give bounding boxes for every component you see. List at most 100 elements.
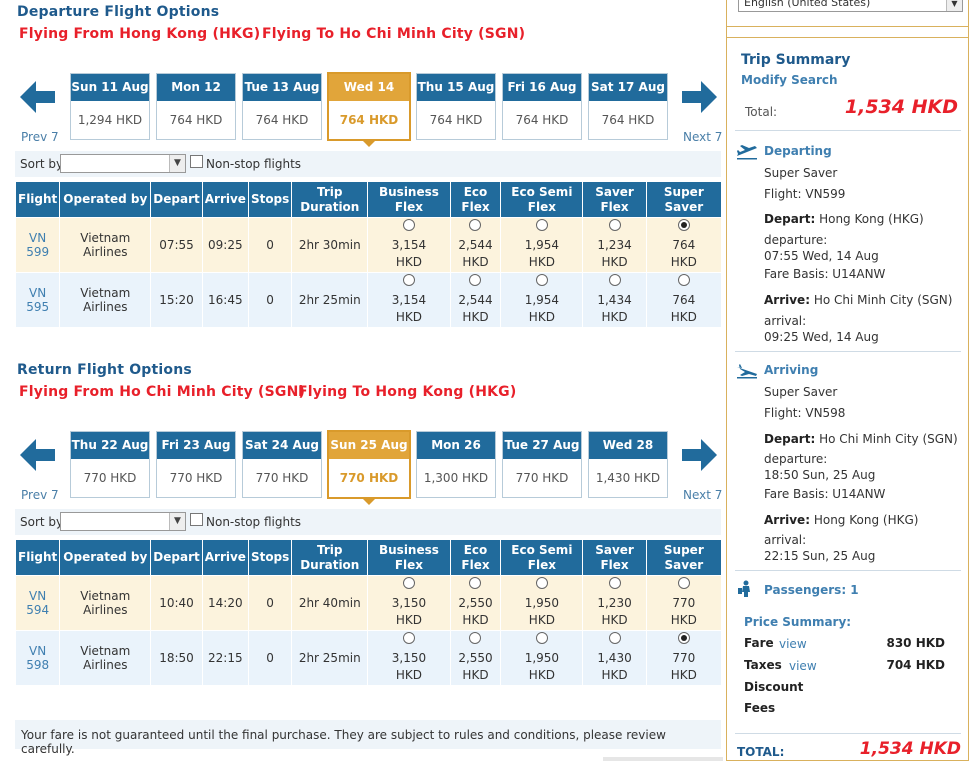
operator: Vietnam Airlines [59, 575, 152, 631]
fare-option[interactable]: 770 HKD [645, 630, 723, 686]
fare-option[interactable]: 1,234 HKD [582, 217, 647, 273]
fare-radio[interactable] [469, 577, 482, 589]
prev-week-arrow-icon[interactable] [17, 79, 57, 115]
fare-radio[interactable] [535, 632, 548, 644]
return-date-5[interactable]: Tue 27 Aug 770 HKD [502, 431, 582, 498]
fare-option[interactable]: 1,434 HKD [582, 272, 647, 328]
departure-nonstop-checkbox[interactable] [190, 155, 203, 168]
fare-option[interactable]: 1,950 HKD [500, 575, 584, 631]
departure-date-5[interactable]: Fri 16 Aug 764 HKD [502, 73, 582, 140]
passenger-icon [738, 580, 750, 597]
departure-title: Departure Flight Options [17, 4, 220, 20]
fare-radio[interactable] [402, 274, 415, 286]
fare-radio-selected[interactable] [677, 632, 690, 644]
departure-date-2[interactable]: Tue 13 Aug 764 HKD [242, 73, 322, 140]
grand-total-label: TOTAL: [737, 745, 785, 759]
fare-option[interactable]: 3,150 HKD [367, 630, 451, 686]
return-sort-select[interactable]: ▼ [60, 512, 186, 531]
fare-radio[interactable] [608, 219, 621, 231]
fare-option[interactable]: 2,550 HKD [449, 575, 502, 631]
departure-date-6[interactable]: Sat 17 Aug 764 HKD [588, 73, 668, 140]
arriving-depart: Depart: Ho Chi Minh City (SGN) [764, 432, 958, 446]
return-date-1[interactable]: Fri 23 Aug 770 HKD [156, 431, 236, 498]
fare-option[interactable]: 2,550 HKD [449, 630, 502, 686]
departing-depart: Depart: Hong Kong (HKG) [764, 212, 924, 226]
fare-radio[interactable] [469, 274, 482, 286]
departing-fare-basis: Fare Basis: U14ANW [764, 267, 886, 281]
sidebar-top-border [968, 0, 969, 37]
fare-option[interactable]: 1,954 HKD [500, 217, 584, 273]
fare-view-link[interactable]: view [779, 637, 807, 651]
fare-radio[interactable] [469, 632, 482, 644]
return-next-link[interactable]: Next 7 [683, 488, 723, 502]
departure-flight-table: Flight Operated by Depart Arrive Stops T… [14, 181, 723, 328]
return-date-2[interactable]: Sat 24 Aug 770 HKD [242, 431, 322, 498]
fare-option[interactable]: 770 HKD [645, 575, 723, 631]
total-amount: 1,534 HKD [844, 96, 958, 118]
fare-radio[interactable] [608, 274, 621, 286]
divider [735, 351, 961, 352]
fare-option[interactable]: 3,154 HKD [367, 217, 451, 273]
departure-next-link[interactable]: Next 7 [683, 130, 723, 144]
fare-option[interactable]: 1,950 HKD [500, 630, 584, 686]
grand-total-amount: 1,534 HKD [859, 739, 961, 759]
departure-date-1[interactable]: Mon 12 Aug 764 HKD [156, 73, 236, 140]
departure-prev-link[interactable]: Prev 7 [21, 130, 59, 144]
arriving-arrive: Arrive: Hong Kong (HKG) [764, 513, 919, 527]
fare-option[interactable]: 1,230 HKD [582, 575, 647, 631]
table-row: VN 595 Vietnam Airlines 15:20 16:45 0 2hr … [14, 272, 723, 328]
duration: 2hr 40min [291, 575, 369, 631]
table-row: VN 599 Vietnam Airlines 07:55 09:25 0 2hr … [14, 217, 723, 273]
departure-from: Flying From Hong Kong (HKG) [19, 26, 261, 42]
fare-option[interactable]: 1,954 HKD [500, 272, 584, 328]
next-week-arrow-icon[interactable] [680, 79, 720, 115]
taxes-amount: 704 HKD [886, 658, 945, 672]
depart-time: 10:40 [150, 575, 203, 631]
fare-option[interactable]: 764 HKD [645, 217, 723, 273]
arriving-departure-label: departure: [764, 452, 828, 466]
col-saver-flex: Saver Flex [582, 181, 647, 218]
fare-option[interactable]: 1,430 HKD [582, 630, 647, 686]
fare-option[interactable]: 2,544 HKD [449, 272, 502, 328]
fare-radio[interactable] [677, 274, 690, 286]
fare-radio-selected[interactable] [677, 219, 690, 231]
fare-option[interactable]: 3,150 HKD [367, 575, 451, 631]
fare-radio[interactable] [535, 274, 548, 286]
return-from: Flying From Ho Chi Minh City (SGN) [19, 384, 306, 400]
return-prev-link[interactable]: Prev 7 [21, 488, 59, 502]
modify-search-link[interactable]: Modify Search [741, 73, 838, 87]
fare-radio[interactable] [535, 219, 548, 231]
return-date-6[interactable]: Wed 28 Aug 1,430 HKD [588, 431, 668, 498]
depart-time: 07:55 [150, 217, 203, 273]
departure-sort-bar: Sort by ▼ Non-stop flights [15, 151, 721, 177]
return-date-0[interactable]: Thu 22 Aug 770 HKD [70, 431, 150, 498]
departure-sort-select[interactable]: ▼ [60, 154, 186, 173]
fare-radio[interactable] [402, 219, 415, 231]
departure-date-4[interactable]: Thu 15 Aug 764 HKD [416, 73, 496, 140]
fare-option[interactable]: 2,544 HKD [449, 217, 502, 273]
col-arrive: Arrive [201, 181, 249, 218]
return-date-selected[interactable]: Sun 25 Aug 770 HKD [327, 430, 411, 505]
duration: 2hr 30min [291, 217, 369, 273]
fare-radio[interactable] [608, 577, 621, 589]
prev-week-arrow-icon[interactable] [17, 437, 57, 473]
fare-radio[interactable] [402, 577, 415, 589]
fare-option[interactable]: 3,154 HKD [367, 272, 451, 328]
fare-radio[interactable] [535, 577, 548, 589]
departure-date-0[interactable]: Sun 11 Aug 1,294 HKD [70, 73, 150, 140]
departure-date-selected[interactable]: Wed 14 Aug 764 HKD [327, 72, 411, 147]
stops: 0 [247, 630, 293, 686]
table-header-row: Flight Operated by Depart Arrive Stops T… [14, 539, 723, 576]
next-week-arrow-icon[interactable] [680, 437, 720, 473]
fare-radio[interactable] [402, 632, 415, 644]
departure-date-strip: Sun 11 Aug 1,294 HKD Mon 12 Aug 764 HKD Tu… [70, 72, 670, 148]
col-eco-semi-flex: Eco Semi Flex [500, 539, 584, 576]
fare-radio[interactable] [469, 219, 482, 231]
return-nonstop-checkbox[interactable] [190, 513, 203, 526]
fare-radio[interactable] [608, 632, 621, 644]
language-select[interactable]: English (United States) ▼ [738, 0, 963, 12]
return-date-4[interactable]: Mon 26 Aug 1,300 HKD [416, 431, 496, 498]
fare-option[interactable]: 764 HKD [645, 272, 723, 328]
taxes-view-link[interactable]: view [789, 659, 817, 673]
fare-radio[interactable] [677, 577, 690, 589]
